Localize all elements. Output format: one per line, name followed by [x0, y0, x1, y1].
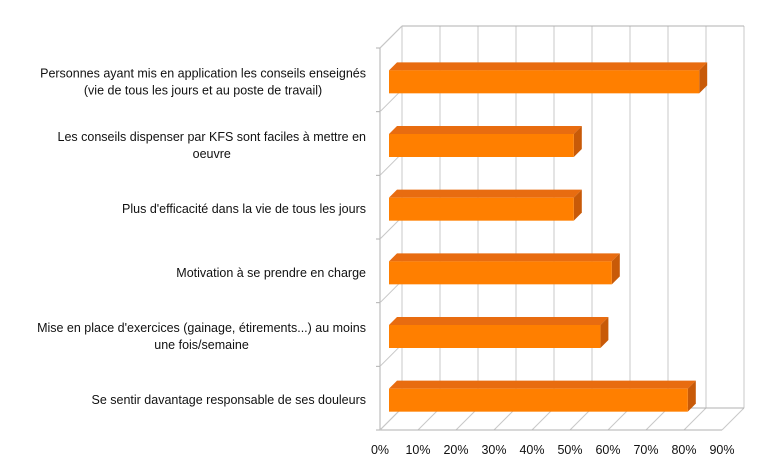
- x-tick-label: 90%: [709, 443, 734, 457]
- bar-side-face: [687, 380, 696, 412]
- category-label: Les conseils dispenser par KFS sont faci…: [58, 130, 367, 144]
- x-tick-label: 0%: [371, 443, 389, 457]
- gridline: [721, 407, 745, 431]
- bar-side-face: [699, 62, 708, 94]
- bar: [389, 261, 612, 285]
- bar-top-face: [389, 317, 609, 325]
- bar-side-face: [573, 126, 582, 157]
- bar-top-face: [389, 62, 708, 71]
- gridline: [683, 407, 707, 431]
- category-label: (vie de tous les jours et au poste de tr…: [84, 83, 322, 97]
- bar-top-face: [389, 189, 582, 198]
- category-label: oeuvre: [193, 147, 231, 161]
- x-tick-label: 20%: [443, 443, 468, 457]
- x-tick-label: 50%: [557, 443, 582, 457]
- category-band-line: [379, 25, 403, 49]
- bar-side-face: [611, 253, 620, 285]
- bar: [389, 388, 688, 412]
- x-tick-label: 80%: [671, 443, 696, 457]
- category-label: Plus d'efficacité dans la vie de tous le…: [122, 202, 366, 216]
- x-tick-label: 60%: [595, 443, 620, 457]
- bar: [389, 134, 574, 157]
- category-label: Personnes ayant mis en application les c…: [40, 66, 366, 80]
- category-label: Mise en place d'exercices (gainage, étir…: [37, 321, 366, 335]
- bar: [389, 197, 574, 221]
- bar-side-face: [573, 189, 582, 221]
- bar-top-face: [389, 126, 582, 134]
- bar: [389, 325, 601, 348]
- category-label: Se sentir davantage responsable de ses d…: [92, 393, 367, 407]
- category-label: une fois/semaine: [154, 338, 249, 352]
- x-tick-label: 30%: [481, 443, 506, 457]
- x-tick-label: 40%: [519, 443, 544, 457]
- x-tick-label: 70%: [633, 443, 658, 457]
- bar-top-face: [389, 253, 620, 262]
- x-tick-label: 10%: [405, 443, 430, 457]
- bar: [389, 70, 700, 94]
- bar-side-face: [600, 317, 609, 348]
- category-label: Motivation à se prendre en charge: [176, 266, 366, 280]
- bar-top-face: [389, 380, 696, 389]
